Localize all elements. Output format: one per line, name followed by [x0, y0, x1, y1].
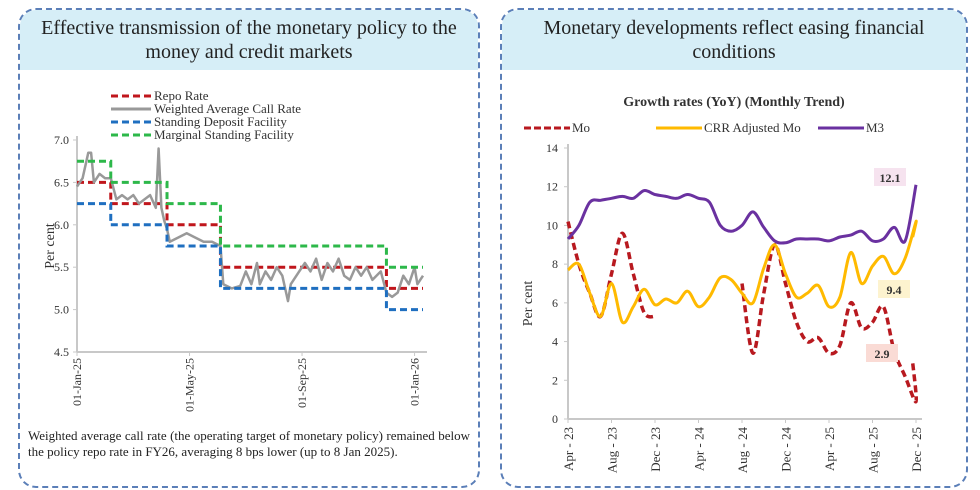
- y-tick-label: 12: [546, 180, 558, 194]
- series-marginal-standing-facility: [77, 159, 423, 269]
- legend-label-3: Marginal Standing Facility: [154, 127, 294, 142]
- y-tick-label: 6.0: [54, 218, 69, 232]
- right-panel: Monetary developments reflect easing fin…: [500, 8, 968, 488]
- x-tick-label: Aug - 24: [735, 427, 750, 474]
- series-m3: [566, 184, 918, 245]
- legend-label-0: Repo Rate: [154, 88, 209, 103]
- y-tick-label: 6.5: [54, 175, 69, 189]
- legend-label-1: CRR Adjusted Mo: [704, 120, 801, 135]
- x-tick-label: 01-Jan-26: [408, 358, 422, 406]
- data-label: 9.4: [887, 283, 902, 297]
- y-tick-label: 4.5: [54, 345, 69, 359]
- x-tick-label: 01-May-25: [183, 358, 197, 412]
- legend-label-2: M3: [866, 120, 884, 135]
- money-growth-chart: Growth rates (YoY) (Monthly Trend) Mo CRR …: [521, 95, 924, 474]
- left-panel-title: Effective transmission of the monetary p…: [20, 10, 478, 70]
- y-tick-label: 4: [552, 335, 558, 349]
- data-label: 12.1: [880, 171, 901, 185]
- x-tick-label: Dec - 24: [779, 427, 794, 472]
- right-panel-title: Monetary developments reflect easing fin…: [502, 10, 966, 70]
- left-panel: Effective transmission of the monetary p…: [18, 8, 480, 488]
- series-standing-deposit-facility: [77, 202, 423, 312]
- y-tick-label: 5.0: [54, 303, 69, 317]
- y-tick-label: 6: [552, 296, 558, 310]
- x-tick-label: 01-Jan-25: [70, 358, 84, 406]
- y-tick-label: 14: [546, 141, 558, 155]
- legend-label-2: Standing Deposit Facility: [154, 114, 287, 129]
- series-crr-adjusted-mo: [567, 219, 918, 325]
- x-tick-label: Apr - 24: [692, 427, 707, 472]
- series-weighted-average-call-rate: [75, 147, 425, 303]
- series-repo-rate: [77, 180, 423, 290]
- legend-label-0: Mo: [572, 120, 590, 135]
- y-tick-label: 7.0: [54, 133, 69, 147]
- x-tick-label: 01-Sep-25: [295, 358, 309, 408]
- x-tick-label: Dec - 25: [909, 427, 924, 472]
- left-panel-caption: Weighted average call rate (the operatin…: [28, 428, 470, 459]
- chart-title: Growth rates (YoY) (Monthly Trend): [623, 95, 845, 110]
- data-label: 2.9: [875, 347, 890, 361]
- x-tick-label: Aug - 25: [866, 427, 881, 473]
- data-label-bg: [874, 168, 906, 186]
- y-axis-label: Per cent: [43, 223, 58, 269]
- x-tick-label: Aug - 23: [605, 427, 620, 473]
- y-axis-label: Per cent: [521, 281, 536, 327]
- x-tick-label: Apr - 23: [561, 427, 576, 471]
- y-tick-label: 2: [552, 373, 558, 387]
- legend-label-1: Weighted Average Call Rate: [154, 101, 301, 116]
- data-label-bg: [878, 280, 910, 298]
- y-tick-label: 5.5: [54, 260, 69, 274]
- y-tick-label: 10: [546, 218, 558, 232]
- x-tick-label: Dec - 23: [648, 427, 663, 472]
- y-tick-label: 8: [552, 257, 558, 271]
- x-tick-label: Apr - 25: [822, 427, 837, 471]
- data-label-bg: [866, 344, 898, 362]
- y-tick-label: 0: [552, 412, 558, 426]
